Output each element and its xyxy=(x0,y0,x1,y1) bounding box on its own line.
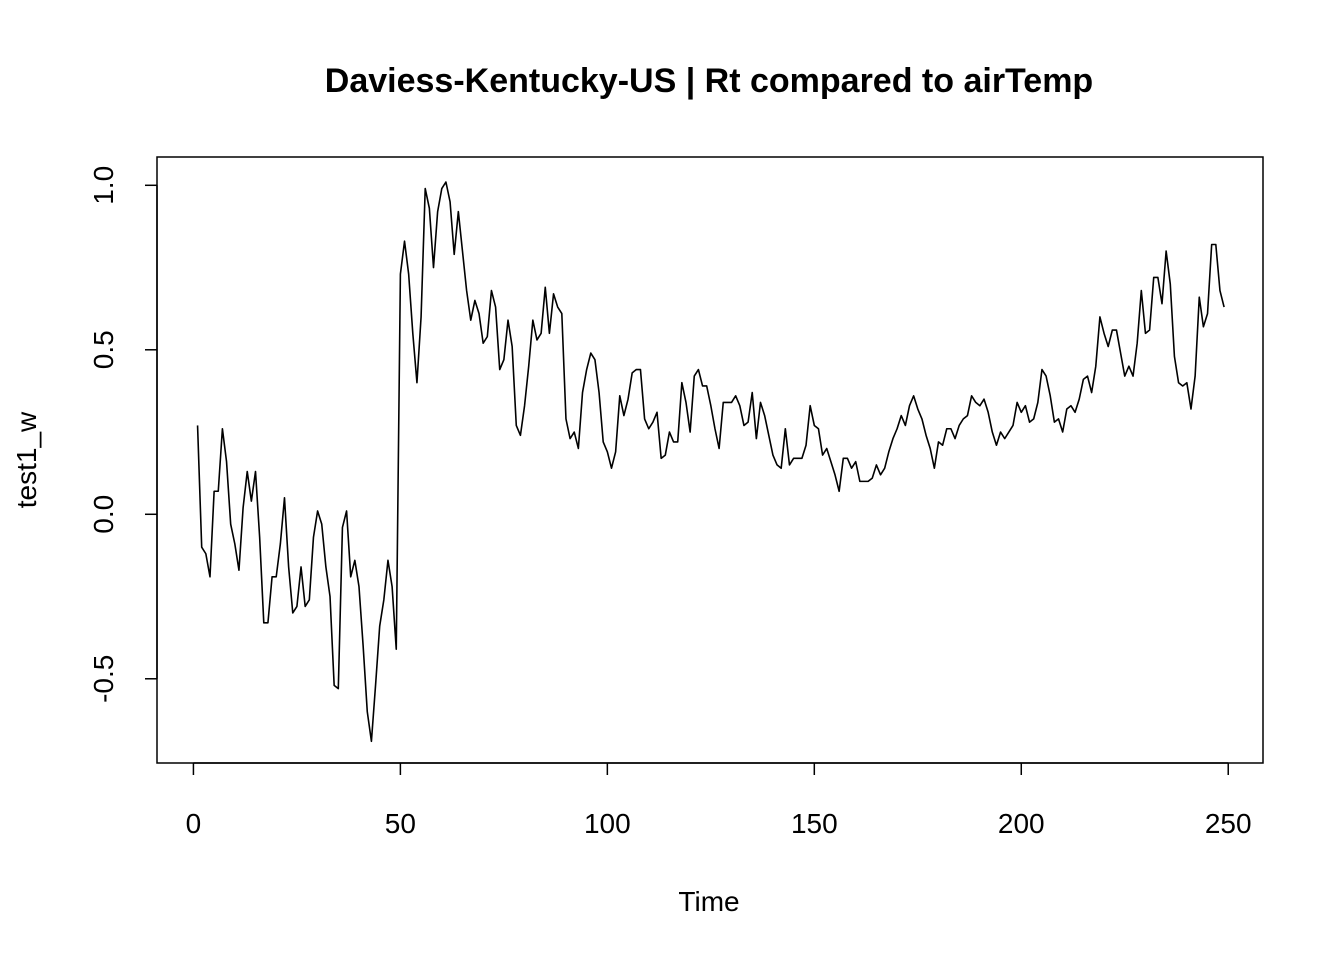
y-tick-label: 0.0 xyxy=(88,495,119,534)
x-tick-label: 0 xyxy=(186,808,202,839)
y-axis: -0.5 0.0 0.5 1.0 xyxy=(88,166,158,703)
y-tick-label: -0.5 xyxy=(88,655,119,703)
y-tick-label: 0.5 xyxy=(88,330,119,369)
y-axis-label: test1_w xyxy=(11,411,42,508)
x-tick-label: 100 xyxy=(584,808,631,839)
y-tick-label: 1.0 xyxy=(88,166,119,205)
plot-frame xyxy=(156,156,1264,764)
chart-title: Daviess-Kentucky-US | Rt compared to air… xyxy=(325,62,1093,100)
series-line-1 xyxy=(196,181,1225,743)
x-tick-label: 250 xyxy=(1205,808,1252,839)
x-tick-label: 50 xyxy=(385,808,416,839)
x-axis-label: Time xyxy=(678,886,739,917)
plot-area xyxy=(196,181,1225,743)
x-tick-label: 200 xyxy=(998,808,1045,839)
x-axis: 0 50 100 150 200 250 xyxy=(186,762,1252,839)
x-tick-label: 150 xyxy=(791,808,838,839)
